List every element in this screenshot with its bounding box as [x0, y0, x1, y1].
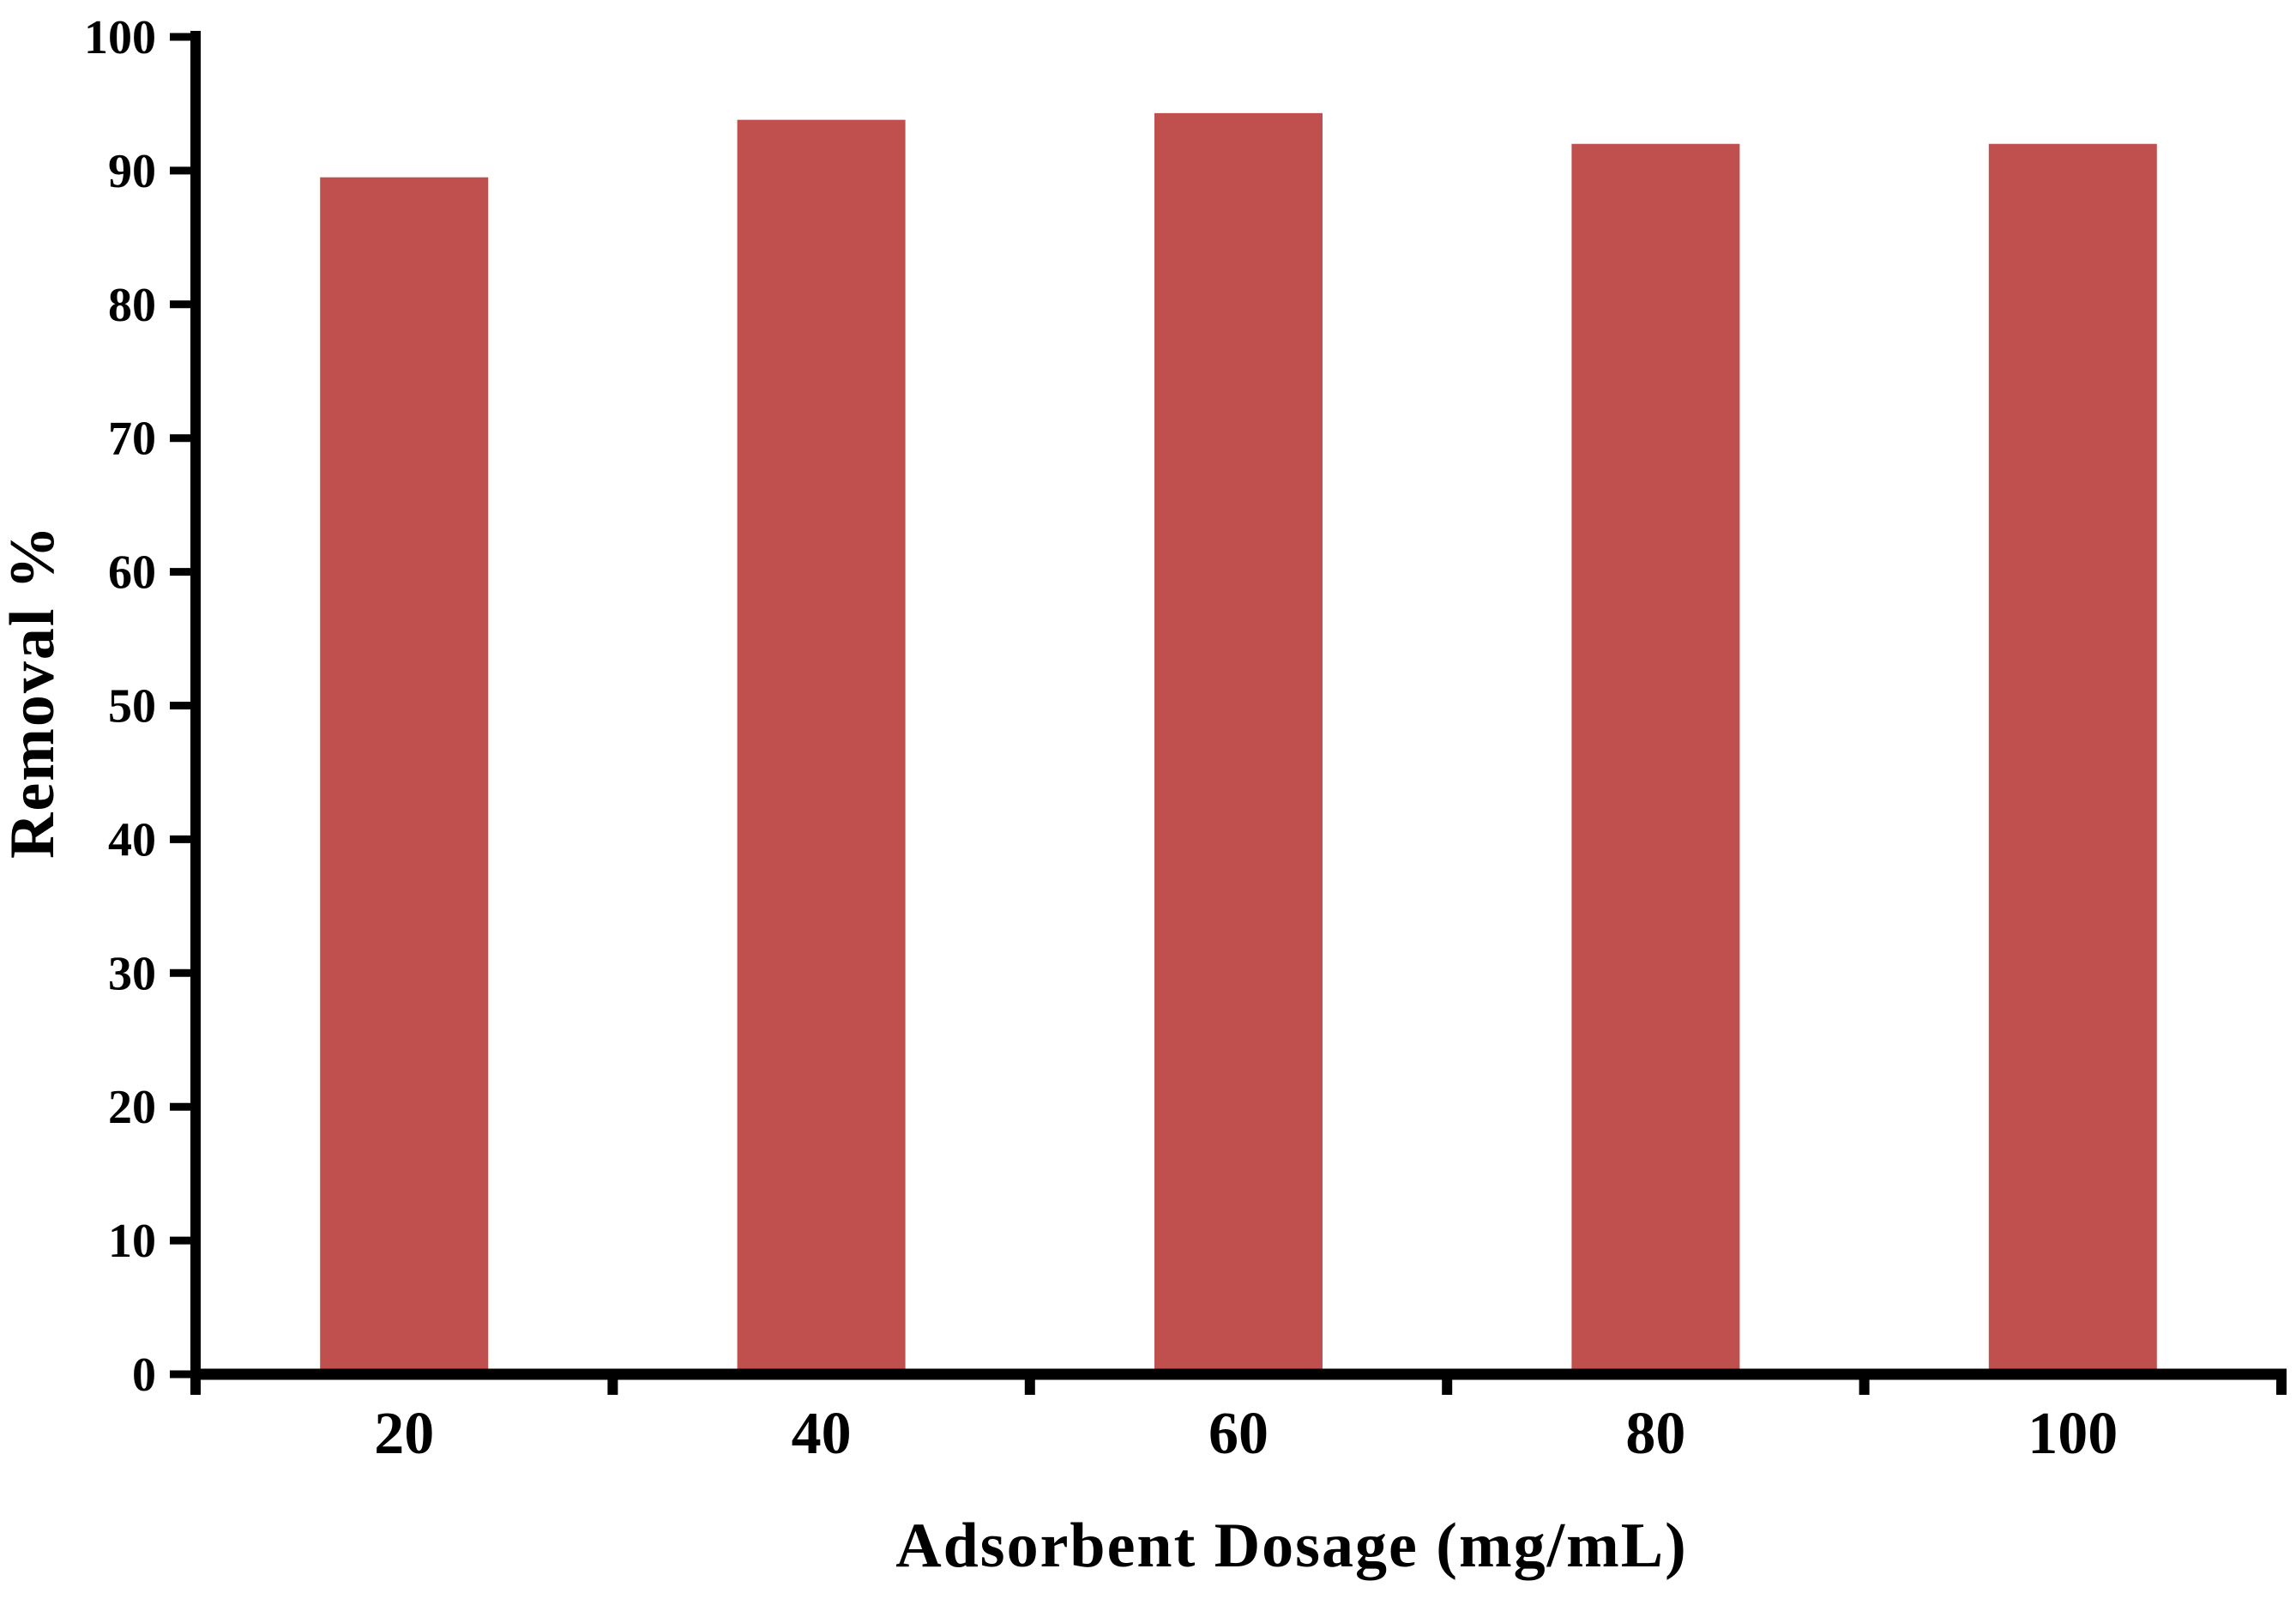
bar-80 — [1571, 143, 1740, 1379]
y-tick-label-80: 80 — [108, 279, 156, 332]
bar-20 — [320, 177, 489, 1379]
x-tick-label-80: 80 — [1625, 1401, 1685, 1467]
bar-60 — [1154, 112, 1323, 1379]
y-tick-label-90: 90 — [108, 145, 156, 198]
tick-labels-group: 0 10 20 30 40 50 60 70 80 90 100 20 40 60 80 100 — [84, 11, 2118, 1467]
y-tick-label-100: 100 — [84, 11, 156, 64]
y-tick-label-10: 10 — [108, 1215, 156, 1268]
y-tick-label-70: 70 — [108, 413, 156, 466]
y-tick-label-30: 30 — [108, 947, 156, 1000]
y-tick-label-60: 60 — [108, 546, 156, 600]
bars-group — [320, 112, 2157, 1379]
y-tick-label-0: 0 — [132, 1349, 156, 1402]
x-axis-title: Adsorbent Dosage (mg/mL) — [895, 1511, 1688, 1581]
x-tick-label-40: 40 — [792, 1401, 852, 1467]
bar-100 — [1988, 143, 2157, 1379]
x-tick-label-100: 100 — [2028, 1401, 2118, 1467]
x-tick-label-20: 20 — [374, 1401, 434, 1467]
bar-40 — [737, 119, 906, 1379]
x-tick-label-60: 60 — [1208, 1401, 1269, 1467]
y-tick-label-40: 40 — [108, 813, 156, 866]
axes-group — [170, 31, 2287, 1395]
y-tick-label-50: 50 — [108, 680, 156, 733]
y-tick-label-20: 20 — [108, 1081, 156, 1134]
y-axis-title: Removal % — [0, 524, 68, 859]
